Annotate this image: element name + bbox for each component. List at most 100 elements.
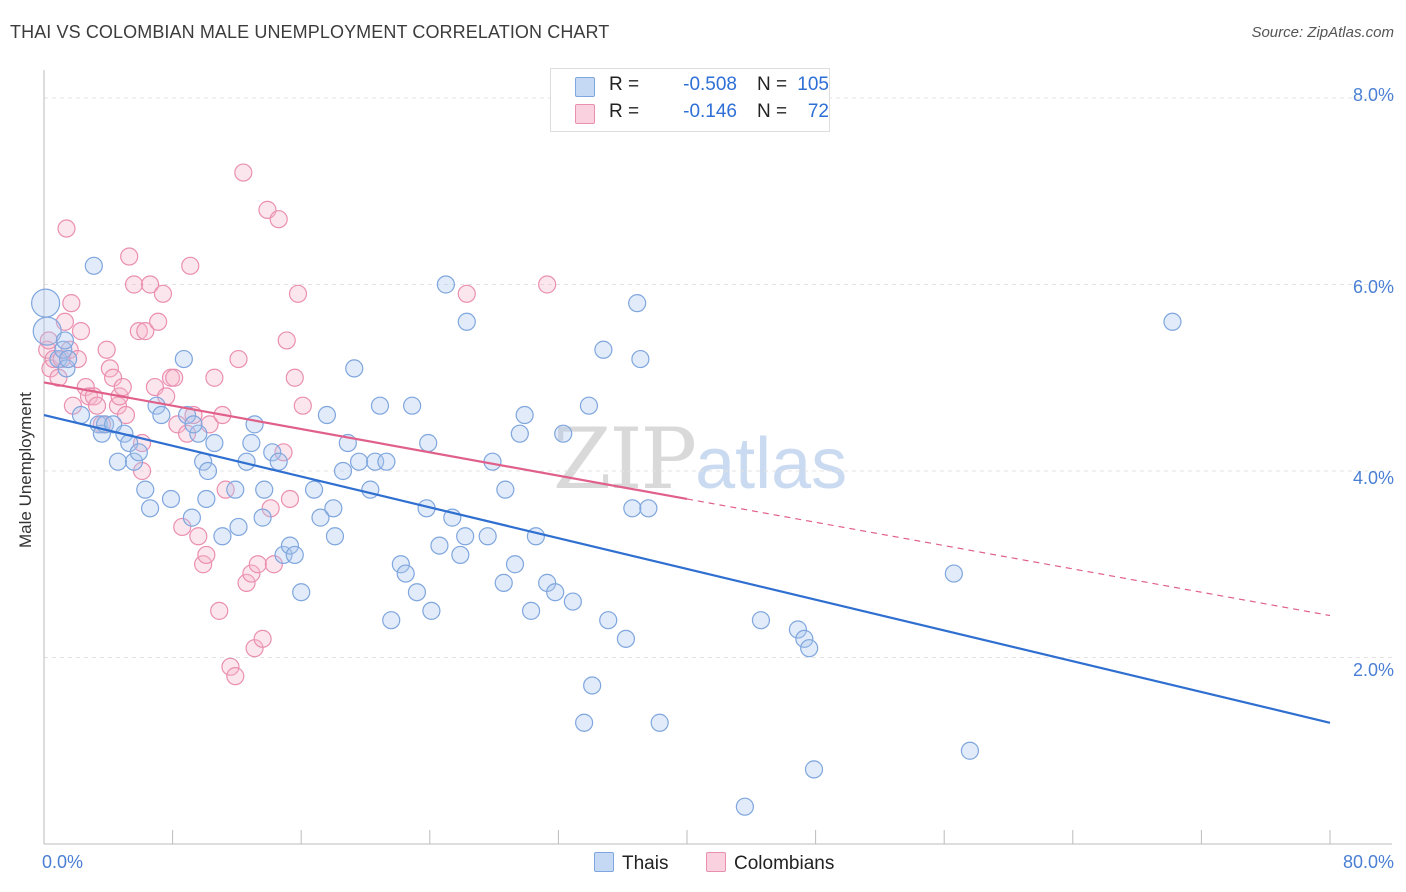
colombian-point (237, 573, 256, 592)
thai-trend-line (43, 413, 1331, 724)
colombian-point (87, 396, 107, 415)
thai-point (419, 433, 438, 453)
thai-point (631, 349, 650, 369)
thai-point (960, 741, 980, 760)
colombian-point (280, 489, 300, 509)
colombian-point (216, 480, 235, 499)
thai-point (197, 489, 216, 509)
thai-point (944, 564, 963, 583)
thai-point (494, 573, 513, 592)
thai-point (304, 480, 324, 499)
n-value: 72 (807, 101, 829, 122)
thai-point (345, 359, 364, 378)
thai-point (436, 275, 455, 294)
thai-point (242, 433, 261, 453)
colombian-point (205, 368, 224, 387)
thai-point (161, 489, 181, 509)
colombians-legend-label: Colombians (734, 853, 835, 874)
colombian-point (57, 219, 76, 238)
y-tick-label-4: 4.0% (1352, 468, 1394, 488)
colombian-point (234, 163, 253, 182)
thai-point (124, 452, 144, 471)
thai-point (451, 545, 470, 565)
colombian-point (149, 312, 168, 331)
colombian-point (226, 667, 245, 686)
y-tick-label-8: 8.0% (1352, 85, 1394, 105)
thai-point (213, 527, 232, 546)
watermark: ZIPatlas (553, 410, 847, 508)
colombian-point (288, 284, 308, 303)
colombian-point (136, 322, 155, 341)
colombian-point (269, 210, 288, 229)
thai-point (324, 499, 343, 518)
colombian-point (538, 275, 557, 294)
thai-point (205, 433, 224, 453)
colombian-point (457, 284, 476, 303)
colombian-point (104, 368, 123, 387)
chart-title: THAI VS COLOMBIAN MALE UNEMPLOYMENT CORR… (10, 22, 610, 42)
colombian-trend-line (43, 381, 688, 501)
colombian-point (242, 564, 261, 583)
colombian-point (285, 368, 304, 387)
colombian-point (129, 322, 148, 341)
colombian-point (181, 256, 200, 275)
x-tick-label-max: 80.0% (1342, 852, 1394, 872)
colombian-point (221, 657, 240, 676)
n-label: N = (757, 101, 788, 122)
thai-point (55, 331, 74, 350)
colombian-point (113, 377, 132, 397)
n-label: N = (757, 74, 788, 95)
thai-point (280, 536, 300, 555)
source-label: Source: ZipAtlas.com (1251, 24, 1394, 41)
r-label: R = (609, 74, 640, 95)
thai-point (594, 340, 613, 359)
thai-point (377, 452, 396, 471)
thai-point (735, 797, 754, 816)
colombian-point (189, 527, 208, 546)
colombian-point (173, 517, 192, 537)
colombian-point (248, 555, 267, 574)
thai-point (554, 424, 573, 443)
n-value: 105 (797, 74, 829, 95)
thai-point (198, 461, 218, 481)
legend-item-colombians[interactable]: Colombians (706, 852, 834, 875)
thai-point (140, 499, 160, 518)
colombian-point (116, 405, 136, 425)
y-axis-label: Male Unemployment (16, 392, 35, 548)
watermark-atlas: atlas (695, 424, 848, 504)
colombian-point (71, 322, 91, 341)
thai-point (71, 405, 91, 425)
colombians-swatch (575, 104, 595, 124)
thai-point (333, 461, 353, 481)
thai-point (639, 499, 658, 518)
thai-point (616, 629, 636, 648)
thai-point (349, 452, 369, 471)
r-value: -0.508 (683, 74, 737, 95)
colombian-point (293, 396, 312, 415)
colombian-point (253, 629, 272, 648)
colombian-point (62, 294, 81, 313)
thai-point (189, 424, 208, 443)
thai-point (31, 288, 61, 318)
thai-point (292, 583, 311, 602)
thai-point (184, 415, 203, 434)
thais-legend-label: Thais (622, 853, 669, 874)
colombian-point (197, 545, 216, 565)
colombian-point (120, 247, 139, 266)
thai-point (311, 508, 330, 527)
thai-point (229, 517, 248, 537)
thai-point (496, 480, 515, 499)
colombian-point (165, 368, 184, 387)
thai-point (57, 359, 76, 378)
thais-legend-swatch (594, 852, 614, 872)
thai-point (226, 480, 245, 499)
watermark-zip: ZIP (553, 410, 697, 508)
thai-point (510, 424, 529, 443)
colombian-point (264, 555, 283, 574)
thai-point (182, 508, 201, 527)
thai-point (422, 601, 441, 620)
colombian-point (153, 284, 173, 303)
colombian-trend-extension (686, 498, 1331, 617)
thai-point (174, 349, 193, 369)
legend-item-thais[interactable]: Thais (594, 852, 668, 875)
